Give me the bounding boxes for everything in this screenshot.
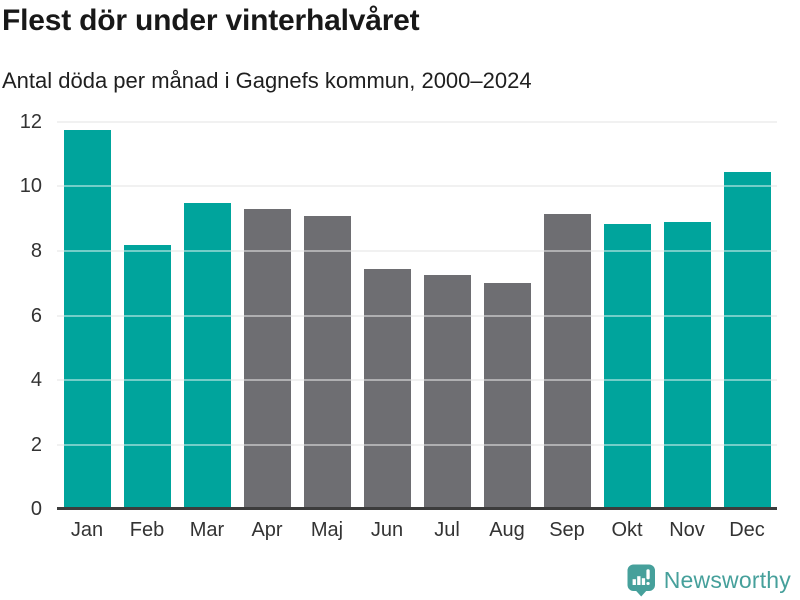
bar-slot-nov: [657, 122, 717, 509]
bar-slot-mar: [177, 122, 237, 509]
gridline-overlay-8: [57, 249, 777, 252]
y-axis: 0 2 4 6 8 10 12: [0, 111, 45, 520]
gridline-overlay-2: [57, 443, 777, 446]
x-tick-label-jun: Jun: [370, 519, 404, 541]
x-tick-label-mar: Mar: [189, 519, 225, 541]
y-tick-label-4: 4: [30, 368, 42, 391]
gridline-2: [57, 443, 777, 446]
bar-jul: [423, 275, 471, 509]
x-tick-label-nov: Nov: [669, 519, 705, 541]
bar-aug: [483, 283, 531, 509]
bar-slot-maj: [297, 122, 357, 509]
gridline-overlay-6: [57, 314, 777, 317]
bar-chart-speech-bubble-icon: [627, 564, 655, 597]
bar-apr: [243, 209, 291, 509]
bar-slot-apr: [237, 122, 297, 509]
bar-slot-jul: [417, 122, 477, 509]
y-tick-label-12: 12: [19, 111, 42, 133]
x-tick-label-apr: Apr: [251, 519, 283, 541]
bars-container: [57, 122, 777, 509]
gridline-12: [57, 121, 777, 123]
plot-area: [57, 121, 777, 510]
bar-slot-okt: [597, 122, 657, 509]
y-tick-label-6: 6: [30, 304, 42, 327]
gridline-overlay-10: [57, 185, 777, 188]
bar-nov: [663, 221, 711, 509]
bar-maj: [303, 215, 351, 509]
x-tick-label-aug: Aug: [489, 519, 525, 541]
bar-dec: [723, 172, 771, 509]
gridline-8: [57, 249, 777, 252]
gridline-10: [57, 185, 777, 188]
bar-mar: [183, 202, 231, 509]
x-axis: Jan Feb Mar Apr Maj Jun Jul Aug Sep Okt Nov Dec: [57, 517, 777, 543]
chart-title: Flest dör under vinterhalvåret: [2, 4, 420, 37]
gridline-overlay-4: [57, 378, 777, 381]
bar-feb: [123, 244, 171, 509]
y-tick-label-8: 8: [30, 239, 42, 262]
bar-slot-feb: [117, 122, 177, 509]
x-tick-label-maj: Maj: [310, 519, 344, 541]
bar-okt: [603, 223, 651, 509]
x-tick-label-okt: Okt: [611, 519, 643, 541]
bar-slot-jun: [357, 122, 417, 509]
gridline-6: [57, 314, 777, 317]
newsworthy-logo: Newsworthy: [627, 564, 791, 597]
y-tick-label-0: 0: [30, 498, 42, 520]
x-axis-baseline: [57, 507, 777, 510]
x-tick-label-sep: Sep: [549, 519, 585, 541]
bar-slot-sep: [537, 122, 597, 509]
bar-sep: [543, 213, 591, 509]
bar-jun: [363, 268, 411, 509]
chart-subtitle: Antal döda per månad i Gagnefs kommun, 2…: [2, 68, 532, 93]
y-tick-label-2: 2: [30, 433, 42, 456]
bar-slot-jan: [57, 122, 117, 509]
gridline-4: [57, 378, 777, 381]
bar-slot-dec: [717, 122, 777, 509]
gridline-overlay-12: [57, 121, 777, 123]
bar-slot-aug: [477, 122, 537, 509]
x-tick-label-feb: Feb: [129, 519, 165, 541]
x-tick-label-dec: Dec: [729, 519, 765, 541]
x-tick-label-jan: Jan: [70, 519, 104, 541]
logo-text: Newsworthy: [663, 567, 791, 593]
y-tick-label-10: 10: [19, 175, 42, 198]
x-tick-label-jul: Jul: [434, 519, 460, 541]
bar-jan: [63, 130, 111, 509]
